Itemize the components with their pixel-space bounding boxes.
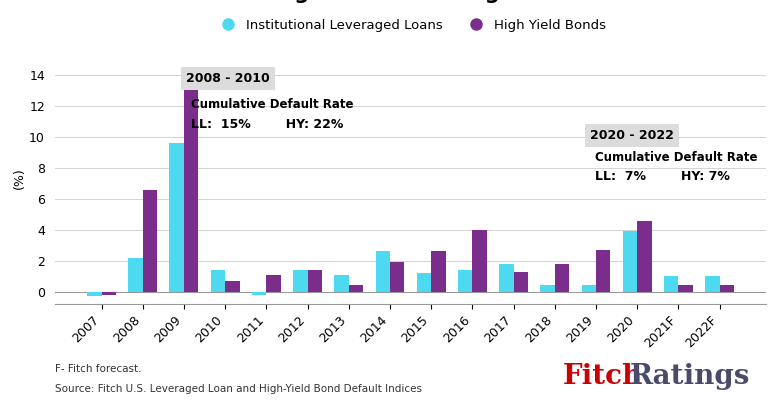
Bar <box>719 286 734 292</box>
Bar <box>128 258 142 292</box>
Bar <box>417 273 431 292</box>
Bar <box>582 286 596 292</box>
Text: 2020 - 2022: 2020 - 2022 <box>590 129 673 142</box>
Text: Cumulative Default Rate: Cumulative Default Rate <box>191 98 353 111</box>
Bar <box>458 270 472 292</box>
Bar <box>335 275 349 292</box>
Bar <box>705 276 719 292</box>
Text: Source: Fitch U.S. Leveraged Loan and High-Yield Bond Default Indices: Source: Fitch U.S. Leveraged Loan and Hi… <box>55 384 421 394</box>
Bar <box>307 270 322 292</box>
Bar <box>596 250 611 292</box>
Bar <box>184 86 199 292</box>
Bar <box>87 292 102 296</box>
Bar <box>390 262 404 292</box>
Bar <box>554 264 569 292</box>
Bar <box>472 230 486 292</box>
Bar <box>170 143 184 292</box>
Bar <box>679 286 693 292</box>
Bar <box>267 275 281 292</box>
Text: LL:  15%        HY: 22%: LL: 15% HY: 22% <box>191 118 343 132</box>
Bar <box>375 252 390 292</box>
Bar <box>514 272 528 292</box>
Text: Fitch: Fitch <box>563 362 644 390</box>
Bar <box>293 270 307 292</box>
Bar <box>349 286 363 292</box>
Bar <box>637 220 651 292</box>
Bar <box>210 270 225 292</box>
Bar <box>252 292 267 295</box>
Text: Ratings: Ratings <box>630 362 750 390</box>
Text: F- Fitch forecast.: F- Fitch forecast. <box>55 364 142 374</box>
Bar <box>225 281 239 292</box>
Legend: Institutional Leveraged Loans, High Yield Bonds: Institutional Leveraged Loans, High Yiel… <box>210 13 612 37</box>
Bar <box>664 276 679 292</box>
Text: LL:  7%        HY: 7%: LL: 7% HY: 7% <box>595 170 730 183</box>
Text: Cumulative Default Rate: Cumulative Default Rate <box>595 151 757 164</box>
Text: 2008 - 2010: 2008 - 2010 <box>186 72 270 85</box>
Bar <box>102 292 116 295</box>
Y-axis label: (%): (%) <box>13 167 27 189</box>
Bar <box>499 264 514 292</box>
Bar <box>431 252 446 292</box>
Bar <box>142 190 157 292</box>
Text: U.S. Institutional Leveraged Loan and High Yield Bond Default Rates: U.S. Institutional Leveraged Loan and Hi… <box>9 0 782 3</box>
Bar <box>540 286 554 292</box>
Bar <box>622 231 637 292</box>
